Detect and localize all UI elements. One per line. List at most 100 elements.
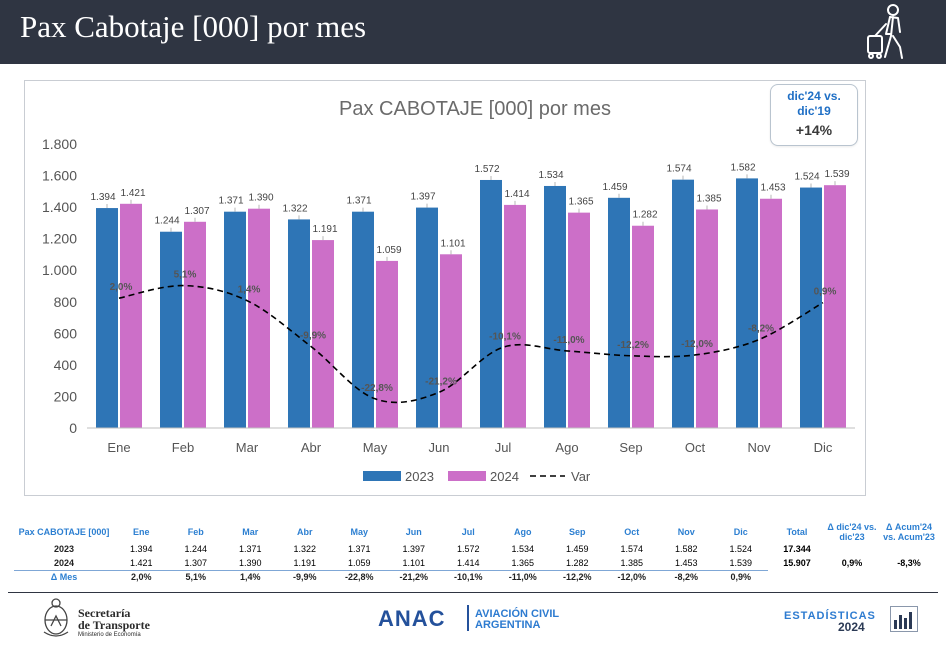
table-cell: 1.574	[605, 542, 660, 556]
table-cell: 1.572	[441, 542, 496, 556]
bar-2023	[352, 212, 374, 428]
y-left-tick-label: 1.600	[42, 168, 77, 184]
table-delta-acum-cell: -8,3%	[878, 556, 940, 570]
bar-data-label: 1.059	[376, 245, 401, 256]
x-tick-label: Abr	[301, 440, 322, 455]
table-cell: 1.191	[278, 556, 333, 570]
anac-sub-line2: ARGENTINA	[475, 620, 559, 631]
table-cell: 1.582	[659, 542, 714, 556]
table-cell: 1.307	[169, 556, 224, 570]
table-cell: 5,1%	[169, 570, 224, 584]
bar-2024	[696, 209, 718, 428]
var-data-label: -9,9%	[300, 330, 326, 341]
bar-data-label: 1.539	[824, 169, 849, 180]
bar-2023	[480, 180, 502, 428]
table-row: 2024 1.421 1.307 1.390 1.191 1.059 1.101 1.414 1…	[14, 556, 940, 570]
table-cell: -10,1%	[441, 570, 496, 584]
table-month-header: Jun	[387, 522, 442, 542]
table-cell: 1.394	[114, 542, 169, 556]
bar-data-label: 1.574	[666, 164, 691, 175]
table-month-header: Ago	[496, 522, 551, 542]
table-delta-dic-cell	[826, 570, 878, 584]
var-data-label: 0,9%	[814, 287, 837, 298]
bar-data-label: 1.453	[760, 183, 785, 194]
table-cell: 1.101	[387, 556, 442, 570]
table-cell: -21,2%	[387, 570, 442, 584]
callout-value: +14%	[771, 121, 857, 139]
var-data-label: -12,2%	[617, 340, 649, 351]
footer-divider	[8, 592, 938, 593]
chart-panel: Pax CABOTAJE [000] por mes 0 200 400 600 800…	[24, 80, 866, 496]
bar-data-label: 1.390	[248, 193, 273, 204]
table-row: 2023 1.394 1.244 1.371 1.322 1.371 1.397 1.572 1…	[14, 542, 940, 556]
bar-2024	[248, 209, 270, 428]
table-cell: 1.453	[659, 556, 714, 570]
bar-data-label: 1.459	[602, 182, 627, 193]
traveler-icon	[860, 2, 920, 62]
table-row-label: 2024	[14, 556, 114, 570]
table-cell: -12,0%	[605, 570, 660, 584]
anac-separator	[467, 605, 469, 631]
table-month-header: Nov	[659, 522, 714, 542]
table-row: Δ Mes 2,0% 5,1% 1,4% -9,9% -22,8% -21,2% -10,1%…	[14, 570, 940, 584]
table-cell: -8,2%	[659, 570, 714, 584]
callout-dic24-vs-dic19: dic'24 vs. dic'19 +14%	[770, 84, 858, 146]
table-cell: 0,9%	[714, 570, 769, 584]
var-data-label: -12,0%	[681, 339, 713, 350]
bar-data-label: 1.385	[696, 193, 721, 204]
bar-2023	[160, 232, 182, 428]
bar-data-label: 1.421	[120, 188, 145, 199]
table-delta-dic-cell: 0,9%	[826, 556, 878, 570]
x-tick-label: Jun	[429, 440, 450, 455]
var-data-label: -8,2%	[748, 324, 774, 335]
table-delta-dic-cell	[826, 542, 878, 556]
y-left-tick-label: 600	[54, 325, 78, 341]
bar-2024	[760, 199, 782, 428]
table-cell: -12,2%	[550, 570, 605, 584]
x-tick-label: May	[363, 440, 388, 455]
table-cell: 1.390	[223, 556, 278, 570]
ministerio-label: Ministerio de Economía	[78, 632, 141, 638]
var-data-label: 2,0%	[110, 282, 133, 293]
data-table: Pax CABOTAJE [000] Ene Feb Mar Abr May Jun Jul A…	[14, 522, 940, 584]
table-month-header: Oct	[605, 522, 660, 542]
x-tick-label: Mar	[236, 440, 259, 455]
x-tick-label: Ene	[107, 440, 130, 455]
table-month-header: Mar	[223, 522, 278, 542]
bar-data-label: 1.572	[474, 164, 499, 175]
bar-2023	[96, 208, 118, 428]
table-cell: 1.059	[332, 556, 387, 570]
table-delta-dic-header: Δ dic'24 vs. dic'23	[826, 522, 878, 542]
callout-line1: dic'24 vs.	[771, 89, 857, 104]
table-month-header: Ene	[114, 522, 169, 542]
table-cell: 1.244	[169, 542, 224, 556]
bar-data-label: 1.524	[794, 172, 819, 183]
bar-2024	[568, 213, 590, 428]
bar-2023	[800, 188, 822, 428]
bar-2024	[184, 222, 206, 428]
table-delta-acum-header: Δ Acum'24 vs. Acum'23	[878, 522, 940, 542]
var-data-label: -22,8%	[361, 383, 393, 394]
table-month-header: Abr	[278, 522, 333, 542]
bar-data-label: 1.534	[538, 170, 563, 181]
chart-title: Pax CABOTAJE [000] por mes	[339, 98, 611, 120]
secretaria-line2: de Transporte	[78, 619, 150, 631]
table-cell: -11,0%	[496, 570, 551, 584]
x-tick-label: Ago	[555, 440, 578, 455]
bar-data-label: 1.191	[312, 224, 337, 235]
legend-label-2023: 2023	[405, 469, 434, 484]
var-data-label: 5,1%	[174, 270, 197, 281]
table-delta-acum-cell	[878, 570, 940, 584]
table-row-label: Δ Mes	[14, 570, 114, 584]
anac-logo: ANAC	[378, 606, 446, 632]
table-month-header: Sep	[550, 522, 605, 542]
var-data-label: -21,2%	[425, 376, 457, 387]
table-cell: 2,0%	[114, 570, 169, 584]
argentina-seal-icon	[40, 596, 72, 640]
table-cell: 1.459	[550, 542, 605, 556]
stats-bars-icon	[890, 606, 918, 632]
table-cell: 1.282	[550, 556, 605, 570]
table-row-label: 2023	[14, 542, 114, 556]
table-cell: 1.414	[441, 556, 496, 570]
table-cell: -22,8%	[332, 570, 387, 584]
